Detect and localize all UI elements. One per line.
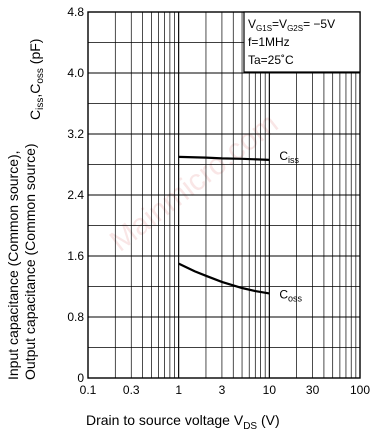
x-tick-label: 0.3 [123,383,140,397]
y-tick-label: 0 [77,371,84,385]
plot-frame [87,11,361,379]
conditions-box: VG1S=VG2S= −5V f=1MHz Ta=25˚C [243,11,361,73]
series-line-c-oss [178,262,270,295]
y-tick-label: 0.8 [67,310,84,324]
condition-temperature: Ta=25˚C [248,53,294,67]
y-tick-label: 4.8 [67,5,84,19]
y-tick-labels: 0 0.8 1.6 2.4 3.2 4.0 4.8 [67,5,84,385]
condition-voltage: VG1S=VG2S= −5V [248,17,335,33]
series-line-c-iss [178,155,270,161]
grid [88,12,360,378]
condition-frequency: f=1MHz [248,35,290,49]
y-axis-symbols: Ciss,Coss (pF) [27,39,46,120]
y-tick-label: 3.2 [67,127,84,141]
x-tick-label: 100 [350,383,370,397]
series-label-c-oss: Coss [279,287,302,303]
x-tick-label: 1 [175,383,182,397]
x-tick-label: 0.1 [80,383,97,397]
x-axis-label: Drain to source voltage VDS (V) [86,412,280,432]
conditions-box-frame [243,11,361,73]
x-tick-label: 30 [306,383,320,397]
y-tick-label: 2.4 [67,188,84,202]
x-tick-labels: 0.1 0.3 1 3 10 30 100 [80,383,371,397]
x-tick-label: 3 [219,383,226,397]
x-tick-label: 10 [263,383,277,397]
y-tick-label: 1.6 [67,249,84,263]
y-tick-label: 4.0 [67,66,84,80]
y-axis-label-line2: Output capacitance (Common source) [22,143,38,380]
axis-labels: Drain to source voltage VDS (V) Input cap… [5,39,280,432]
y-axis-label-line1: Input capacitance (Common source), [5,150,21,380]
series-lines: Ciss Coss [178,149,303,303]
series-label-c-iss: Ciss [279,149,299,165]
